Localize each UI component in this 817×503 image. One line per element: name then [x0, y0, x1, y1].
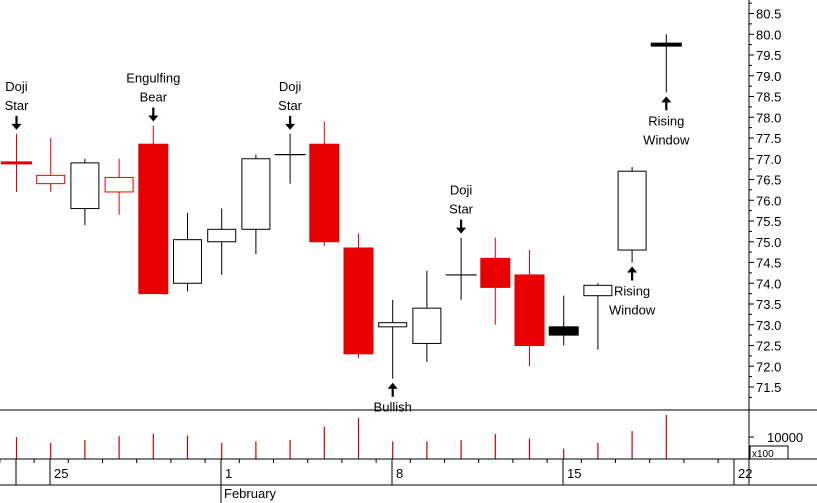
pattern-label: Engulfing: [126, 71, 180, 86]
pattern-label: Doji: [450, 183, 473, 198]
pattern-label: Doji: [279, 79, 302, 94]
pattern-label: Star: [278, 98, 303, 113]
candle: [548, 295, 579, 346]
candle-body: [70, 162, 100, 210]
date-tick-label: 15: [567, 466, 581, 481]
date-tick-label: 22: [738, 466, 752, 481]
month-label: February: [224, 486, 277, 501]
candle: [617, 167, 647, 263]
pattern-label: Star: [449, 202, 474, 217]
candle-body: [36, 174, 66, 185]
pattern-label: Bear: [140, 90, 168, 105]
candle-body: [412, 307, 442, 344]
candle-body: [548, 326, 579, 336]
candle: [378, 299, 408, 379]
candle: [445, 237, 477, 300]
candle-body: [343, 247, 374, 355]
pattern-label: Window: [609, 303, 656, 318]
volume-unit-label: x100: [752, 449, 774, 460]
candle: [138, 125, 169, 295]
candle-body: [378, 322, 408, 328]
annotations: Doji Star Engulfing Bear Doji Star Doji Star Bul…: [5, 71, 690, 415]
candle-body: [138, 143, 169, 295]
arrow-up-icon: [387, 382, 398, 389]
candle: [412, 270, 442, 363]
price-tick-label: 71.5: [756, 380, 781, 395]
candle-body: [514, 274, 545, 347]
pattern-label: Rising: [648, 113, 684, 128]
candle: [343, 233, 374, 358]
candle: [207, 208, 237, 275]
pattern-annotation: Bullish: [374, 382, 412, 415]
candle: [70, 158, 100, 226]
pattern-label: Star: [5, 98, 30, 113]
arrow-down-icon: [456, 227, 467, 234]
price-tick-label: 77.5: [756, 131, 781, 146]
candle: [514, 250, 545, 367]
candle: [36, 138, 66, 192]
arrow-down-icon: [148, 115, 159, 122]
price-tick-label: 73.0: [756, 318, 781, 333]
price-tick-label: 78.5: [756, 90, 781, 105]
candle-body: [480, 257, 511, 288]
candle: [274, 133, 306, 184]
price-tick-label: 80.0: [756, 27, 781, 42]
pattern-annotation: Rising Window: [609, 266, 656, 318]
candle: [104, 158, 134, 215]
volume-bars: [15, 414, 667, 459]
candle: [173, 212, 202, 292]
candle: [583, 283, 613, 350]
candle-body: [309, 143, 340, 243]
pattern-label: Doji: [5, 79, 28, 94]
pattern-annotation: Doji Star: [449, 183, 474, 234]
candle: [309, 121, 340, 246]
candle-body: [241, 158, 271, 230]
price-tick-label: 74.5: [756, 256, 781, 271]
candle-body: [104, 176, 134, 193]
price-tick-label: 73.5: [756, 297, 781, 312]
price-tick-label: 79.5: [756, 48, 781, 63]
pattern-annotation: Engulfing Bear: [126, 71, 180, 122]
price-tick-label: 76.0: [756, 193, 781, 208]
price-tick-label: 75.0: [756, 235, 781, 250]
price-tick-label: 76.5: [756, 173, 781, 188]
date-tick-label: 8: [396, 466, 403, 481]
candle: [241, 154, 271, 255]
price-tick-label: 75.5: [756, 214, 781, 229]
pattern-annotation: Doji Star: [5, 79, 30, 130]
pattern-annotation: Doji Star: [278, 79, 303, 130]
candle: [1, 133, 32, 192]
price-tick-label: 72.5: [756, 339, 781, 354]
date-tick-label: 1: [225, 466, 232, 481]
date-tick-label: 25: [54, 466, 68, 481]
candle-body: [583, 284, 613, 297]
candle: [480, 237, 511, 325]
arrow-down-icon: [285, 123, 296, 130]
price-tick-label: 77.0: [756, 152, 781, 167]
volume-tick-label: 10000: [767, 430, 803, 445]
price-tick-label: 78.0: [756, 110, 781, 125]
volume-unit-box: [749, 445, 789, 460]
arrow-down-icon: [11, 123, 22, 130]
price-tick-label: 79.0: [756, 69, 781, 84]
candle-body: [207, 228, 237, 243]
pattern-annotation: Rising Window: [643, 96, 690, 147]
pattern-label: Bullish: [374, 400, 412, 415]
pattern-label: Rising: [614, 284, 650, 299]
pattern-label: Window: [643, 132, 690, 147]
candle-body: [173, 239, 202, 284]
price-tick-label: 80.5: [756, 7, 781, 22]
candles: [1, 34, 682, 379]
price-tick-label: 72.0: [756, 359, 781, 374]
arrow-up-icon: [627, 266, 638, 273]
price-tick-label: 74.0: [756, 276, 781, 291]
arrow-up-icon: [661, 96, 672, 103]
candle: [650, 34, 682, 93]
candle-body: [617, 170, 647, 251]
